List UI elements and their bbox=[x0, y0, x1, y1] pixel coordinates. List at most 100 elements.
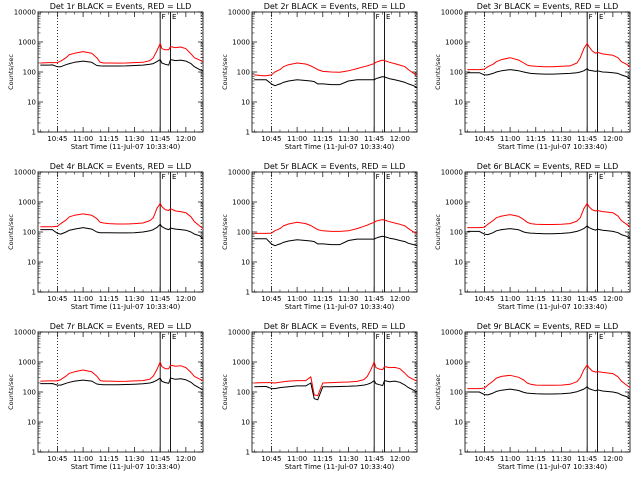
x-tick-label: 11:45 bbox=[577, 295, 597, 303]
y-tick-label: 10000 bbox=[228, 169, 250, 177]
marker-label: F bbox=[589, 173, 593, 181]
y-tick-label: 10000 bbox=[441, 9, 463, 17]
y-tick-label: 10 bbox=[27, 99, 36, 107]
x-tick-label: 11:30 bbox=[551, 295, 571, 303]
x-tick-label: 11:30 bbox=[551, 455, 571, 463]
y-axis-label: Counts/sec bbox=[221, 214, 229, 250]
y-tick-label: 10 bbox=[454, 259, 463, 267]
y-tick-label: 1000 bbox=[445, 199, 463, 207]
y-tick-label: 100 bbox=[23, 69, 36, 77]
marker-label: F bbox=[376, 333, 380, 341]
y-tick-label: 10000 bbox=[14, 9, 36, 17]
panel-1: Det 1r BLACK = Events, RED = LLD 1 10 100 10… bbox=[7, 2, 204, 151]
x-tick-label: 11:00 bbox=[73, 135, 93, 143]
series-events-line bbox=[254, 235, 418, 247]
x-tick-label: 11:30 bbox=[338, 135, 358, 143]
panel-4: Det 4r BLACK = Events, RED = LLD 1 10 100 10… bbox=[7, 162, 204, 311]
panel-2: Det 2r BLACK = Events, RED = LLD 1 10 100 10… bbox=[221, 2, 418, 151]
x-tick-label: 10:45 bbox=[47, 135, 67, 143]
y-tick-label: 10 bbox=[241, 419, 250, 427]
x-tick-label: 11:30 bbox=[338, 295, 358, 303]
marker-label: F bbox=[162, 333, 166, 341]
x-tick-label: 12:00 bbox=[603, 295, 623, 303]
series-events-line bbox=[467, 225, 631, 239]
y-tick-label: 10000 bbox=[441, 329, 463, 337]
y-tick-label: 100 bbox=[450, 229, 463, 237]
panel-9: Det 9r BLACK = Events, RED = LLD 1 10 100 10… bbox=[434, 322, 631, 471]
y-tick-label: 100 bbox=[237, 229, 250, 237]
x-tick-label: 11:00 bbox=[500, 455, 520, 463]
marker-label: F bbox=[376, 13, 380, 21]
y-tick-label: 100 bbox=[450, 69, 463, 77]
y-tick-label: 100 bbox=[237, 69, 250, 77]
y-tick-label: 10 bbox=[27, 419, 36, 427]
y-tick-label: 1 bbox=[459, 449, 463, 457]
series-lld-line bbox=[40, 361, 204, 382]
x-tick-label: 11:45 bbox=[150, 455, 170, 463]
marker-label: E bbox=[599, 173, 603, 181]
x-tick-label: 11:30 bbox=[338, 455, 358, 463]
y-tick-label: 10 bbox=[241, 99, 250, 107]
x-tick-label: 12:00 bbox=[390, 135, 410, 143]
series-lld-line bbox=[254, 219, 418, 234]
x-tick-label: 12:00 bbox=[176, 135, 196, 143]
x-tick-label: 11:00 bbox=[500, 135, 520, 143]
y-tick-label: 10000 bbox=[14, 169, 36, 177]
y-tick-label: 10000 bbox=[14, 329, 36, 337]
plot-frame bbox=[37, 171, 204, 293]
plot-frame bbox=[464, 171, 631, 293]
y-tick-label: 1000 bbox=[18, 359, 36, 367]
x-axis-label: Start Time (11-Jul-07 10:33:40) bbox=[285, 303, 395, 311]
y-tick-label: 1000 bbox=[18, 199, 36, 207]
x-tick-label: 11:15 bbox=[99, 455, 119, 463]
series-events-line bbox=[467, 68, 631, 80]
y-tick-label: 100 bbox=[23, 229, 36, 237]
y-tick-label: 1 bbox=[246, 449, 250, 457]
y-axis-label: Counts/sec bbox=[434, 214, 442, 250]
series-events-line bbox=[254, 76, 418, 89]
plot-frame bbox=[251, 171, 418, 293]
x-axis-label: Start Time (11-Jul-07 10:33:40) bbox=[498, 303, 608, 311]
x-tick-label: 11:30 bbox=[124, 295, 144, 303]
y-axis-label: Counts/sec bbox=[7, 374, 15, 410]
y-tick-label: 1000 bbox=[18, 39, 36, 47]
y-tick-label: 1000 bbox=[232, 39, 250, 47]
x-tick-label: 11:45 bbox=[364, 135, 384, 143]
x-tick-label: 11:45 bbox=[150, 295, 170, 303]
series-lld-line bbox=[467, 42, 631, 71]
y-tick-label: 1000 bbox=[445, 359, 463, 367]
x-tick-label: 12:00 bbox=[390, 295, 410, 303]
panel-title: Det 6r BLACK = Events, RED = LLD bbox=[477, 162, 619, 171]
x-tick-label: 10:45 bbox=[474, 295, 494, 303]
series-events-line bbox=[254, 380, 418, 401]
x-axis-label: Start Time (11-Jul-07 10:33:40) bbox=[498, 143, 608, 151]
plot-frame bbox=[251, 331, 418, 453]
marker-label: E bbox=[172, 13, 176, 21]
x-tick-label: 11:00 bbox=[287, 455, 307, 463]
panel-6: Det 6r BLACK = Events, RED = LLD 1 10 100 10… bbox=[434, 162, 631, 311]
y-tick-label: 100 bbox=[237, 389, 250, 397]
y-tick-label: 1000 bbox=[232, 199, 250, 207]
marker-label: E bbox=[172, 333, 176, 341]
x-axis-label: Start Time (11-Jul-07 10:33:40) bbox=[71, 463, 181, 471]
x-tick-label: 12:00 bbox=[176, 295, 196, 303]
x-tick-label: 11:45 bbox=[364, 295, 384, 303]
x-tick-label: 12:00 bbox=[390, 455, 410, 463]
x-tick-label: 10:45 bbox=[474, 455, 494, 463]
panel-title: Det 1r BLACK = Events, RED = LLD bbox=[50, 2, 192, 11]
x-tick-label: 11:30 bbox=[124, 135, 144, 143]
x-axis-label: Start Time (11-Jul-07 10:33:40) bbox=[498, 463, 608, 471]
x-tick-label: 10:45 bbox=[261, 135, 281, 143]
x-tick-label: 11:15 bbox=[526, 455, 546, 463]
marker-label: F bbox=[589, 13, 593, 21]
y-tick-label: 1 bbox=[32, 449, 36, 457]
x-tick-label: 11:00 bbox=[500, 295, 520, 303]
x-tick-label: 12:00 bbox=[603, 135, 623, 143]
series-events-line bbox=[40, 377, 204, 391]
panel-title: Det 3r BLACK = Events, RED = LLD bbox=[477, 2, 619, 11]
x-axis-label: Start Time (11-Jul-07 10:33:40) bbox=[285, 143, 395, 151]
x-tick-label: 10:45 bbox=[261, 455, 281, 463]
x-tick-label: 11:45 bbox=[364, 455, 384, 463]
series-events-line bbox=[467, 386, 631, 400]
